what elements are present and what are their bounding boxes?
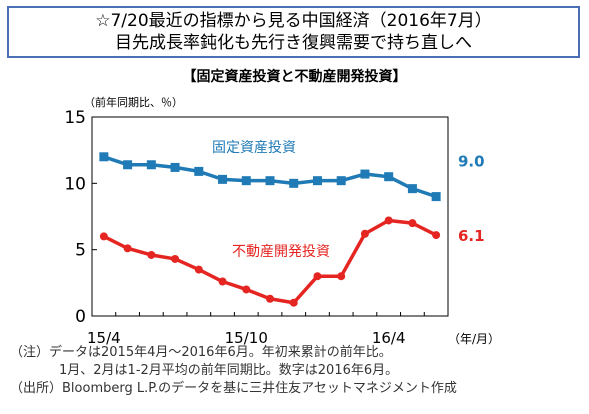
- y-tick-label: 10: [64, 174, 86, 194]
- note-line-1: （注）データは2015年4月～2016年6月。年初来累計の前年比。: [10, 345, 392, 360]
- header-title: ☆7/20最近の指標から見る中国経済（2016年7月）: [95, 11, 492, 31]
- data-point: [384, 172, 394, 182]
- data-point: [407, 184, 417, 194]
- x-unit-label: （年/月）: [448, 332, 500, 346]
- data-point: [170, 162, 180, 172]
- data-point: [146, 160, 156, 170]
- data-point: [123, 244, 132, 253]
- x-tick-label: 15/4: [87, 329, 121, 347]
- series-line: [103, 218, 437, 305]
- data-point: [266, 294, 274, 303]
- data-point: [431, 192, 441, 202]
- data-point: [337, 272, 346, 281]
- data-point: [336, 176, 346, 186]
- end-value-label: 6.1: [458, 227, 485, 245]
- data-point: [242, 285, 251, 294]
- y-unit-label: （前年同期比、％）: [84, 95, 183, 109]
- notes: （注）データは2015年4月～2016年6月。年初来累計の前年比。 1月、2月は…: [10, 344, 457, 398]
- data-point: [265, 176, 275, 186]
- series-name-label: 不動産開発投資: [232, 244, 330, 260]
- plot-frame: [91, 116, 449, 317]
- data-point: [123, 160, 133, 170]
- x-tick-label: 15/10: [225, 329, 268, 347]
- data-point: [194, 166, 204, 176]
- data-point: [147, 250, 156, 259]
- x-tick-label: 16/4: [372, 329, 406, 347]
- y-tick-label: 5: [75, 241, 86, 261]
- data-point: [289, 178, 299, 188]
- data-point: [241, 176, 251, 186]
- source-line: （出所）Bloomberg L.P.のデータを基に三井住友アセットマネジメント作…: [10, 381, 457, 396]
- note-line-2: 1月、2月は1-2月平均の前年同期比。数字は2016年6月。: [59, 363, 399, 378]
- series-name-label: 固定資産投資: [212, 140, 296, 156]
- data-point: [289, 298, 298, 307]
- data-point: [218, 277, 227, 286]
- y-tick-label: 15: [64, 108, 86, 128]
- chart-title: 【固定資産投資と不動産開発投資】: [182, 69, 407, 85]
- data-point: [360, 229, 369, 238]
- data-point: [99, 152, 109, 162]
- data-point: [313, 272, 322, 281]
- header-subtitle: 目先成長率鈍化も先行き復興需要で持ち直しへ: [115, 33, 472, 53]
- y-tick-label: 0: [75, 307, 86, 327]
- data-point: [408, 219, 417, 228]
- data-point: [194, 265, 203, 274]
- header-box: ☆7/20最近の指標から見る中国経済（2016年7月） 目先成長率鈍化も先行き復…: [7, 6, 580, 58]
- data-point: [360, 169, 370, 179]
- end-value-label: 9.0: [458, 153, 485, 171]
- data-point: [218, 174, 228, 184]
- data-point: [171, 254, 180, 263]
- data-point: [432, 231, 441, 240]
- data-point: [312, 176, 322, 186]
- data-point: [384, 216, 393, 225]
- data-point: [99, 232, 108, 241]
